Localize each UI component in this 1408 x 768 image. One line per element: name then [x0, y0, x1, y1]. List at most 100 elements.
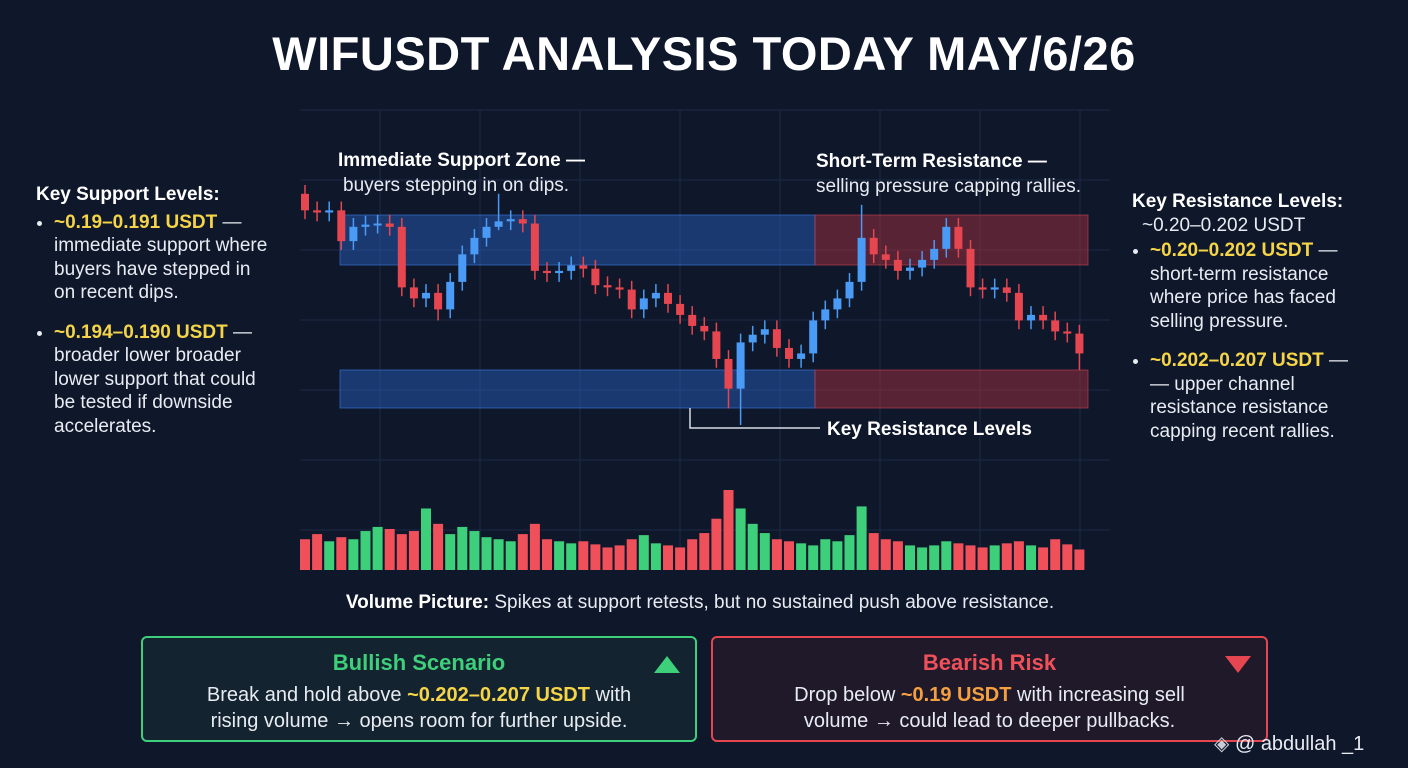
volume-bar: [844, 535, 855, 570]
volume-bar: [771, 539, 782, 570]
resistance-zone: [814, 214, 1089, 266]
volume-bar: [735, 508, 746, 570]
candle-body: [543, 270, 551, 274]
candle-body: [966, 248, 975, 288]
volume-bar: [590, 544, 601, 570]
candle-body: [1051, 320, 1060, 332]
volume-bar: [505, 541, 516, 570]
volume-bar: [638, 535, 649, 570]
volume-bar: [445, 534, 456, 570]
text: Drop below: [794, 684, 901, 706]
volume-bar: [566, 543, 577, 570]
watermark-text: @ abdullah _1: [1234, 733, 1365, 755]
candle-body: [337, 210, 346, 242]
volume-bar: [953, 543, 964, 570]
level-text: — broader lower broader lower support th…: [54, 321, 256, 437]
candle-body: [603, 285, 612, 288]
candle-body: [494, 221, 503, 227]
candle-body: [361, 224, 370, 227]
text: with increasing sell volume → could lead…: [803, 684, 1185, 732]
volume-bar: [856, 506, 867, 570]
text: with rising volume → opens room for furt…: [210, 684, 632, 732]
resistance-annotation: Short-Term Resistance — selling pressure…: [816, 149, 1081, 199]
volume-bar: [384, 528, 395, 570]
candle-body: [990, 287, 999, 290]
candle-body: [373, 223, 382, 226]
candle-body: [639, 298, 648, 310]
panel-item: ~0.202–0.207 USDT — — upper channel resi…: [1150, 349, 1372, 443]
volume-bar: [820, 539, 831, 570]
support-annotation: Immediate Support Zone — buyers stepping…: [338, 148, 585, 198]
volume-bar: [626, 539, 637, 570]
candle-body: [893, 259, 902, 271]
candle-body: [313, 210, 322, 213]
volume-bar: [336, 537, 347, 570]
volume-bar: [529, 523, 540, 570]
candle-body: [1027, 314, 1035, 321]
volume-bar: [578, 541, 589, 570]
candle-body: [397, 226, 406, 288]
candle-body: [1075, 333, 1084, 354]
volume-bar: [965, 545, 976, 570]
panel-list: ~0.19–0.191 USDT — immediate support whe…: [36, 211, 276, 439]
resistance-panel: Key Resistance Levels: ~0.20–0.202 USDT …: [1132, 190, 1372, 459]
resistance-zone: [814, 369, 1089, 409]
panel-subheading: ~0.20–0.202 USDT: [1142, 214, 1306, 236]
volume-bar: [1062, 544, 1073, 570]
panel-heading: Key Resistance Levels:: [1132, 191, 1344, 212]
volume-bar: [602, 547, 613, 570]
candle-body: [954, 226, 963, 249]
support-zone: [339, 214, 816, 266]
candle-body: [591, 268, 600, 286]
level: ~0.202–0.207 USDT: [407, 684, 590, 706]
volume-bar: [396, 534, 407, 570]
volume-bar: [663, 545, 673, 570]
candle-body: [518, 219, 527, 224]
volume-bar: [808, 545, 819, 570]
candle-body: [845, 281, 854, 299]
candle-body: [482, 226, 491, 238]
volume-bar: [832, 541, 843, 570]
candle-body: [906, 267, 914, 271]
annotation-text: buyers stepping in on dips.: [343, 175, 570, 196]
candle-body: [651, 292, 660, 299]
candle-body: [797, 353, 806, 359]
volume-bar: [408, 531, 419, 570]
down-arrow: [1225, 656, 1251, 673]
annotation-text: selling pressure capping rallies.: [816, 176, 1082, 197]
pointer-line: [689, 408, 820, 429]
volume-bar: [989, 545, 1000, 570]
candle-body: [385, 223, 394, 227]
card-text: Break and hold above ~0.202–0.207 USDT w…: [143, 682, 695, 734]
volume-bar: [868, 533, 879, 570]
candle-body: [349, 226, 358, 242]
candle-body: [1063, 331, 1072, 334]
candle-body: [785, 347, 793, 359]
grid: [300, 109, 1110, 570]
volume-bar: [941, 541, 952, 570]
watermark: ◈ @ abdullah _1: [1214, 731, 1364, 756]
candle-body: [869, 237, 878, 255]
volume-bar: [360, 531, 371, 570]
candle-body: [930, 248, 939, 260]
bullish-card: Bullish Scenario Break and hold above ~0…: [141, 636, 697, 742]
card-title: Bearish Risk: [922, 650, 1057, 675]
level: ~0.20–0.202 USDT: [1150, 240, 1314, 261]
candle-body: [664, 292, 672, 304]
level: ~0.194–0.190 USDT: [54, 321, 228, 343]
volume-bar: [917, 547, 928, 570]
volume-bar: [711, 518, 722, 570]
candle-body: [688, 314, 697, 326]
volume-note: Volume Picture: Spikes at support retest…: [0, 592, 1400, 614]
candle-body: [942, 226, 951, 249]
candle-body: [760, 329, 769, 335]
candle-body: [470, 237, 479, 255]
volume-bar: [300, 539, 310, 570]
candle-body: [506, 219, 515, 222]
volume-bar: [614, 545, 625, 570]
title: WIFUSDT ANALYSIS TODAY MAY/6/26: [272, 27, 1136, 80]
volume-bar: [929, 545, 940, 570]
text: Break and hold above: [206, 684, 408, 706]
panel-item: ~0.194–0.190 USDT — broader lower broade…: [54, 321, 276, 439]
